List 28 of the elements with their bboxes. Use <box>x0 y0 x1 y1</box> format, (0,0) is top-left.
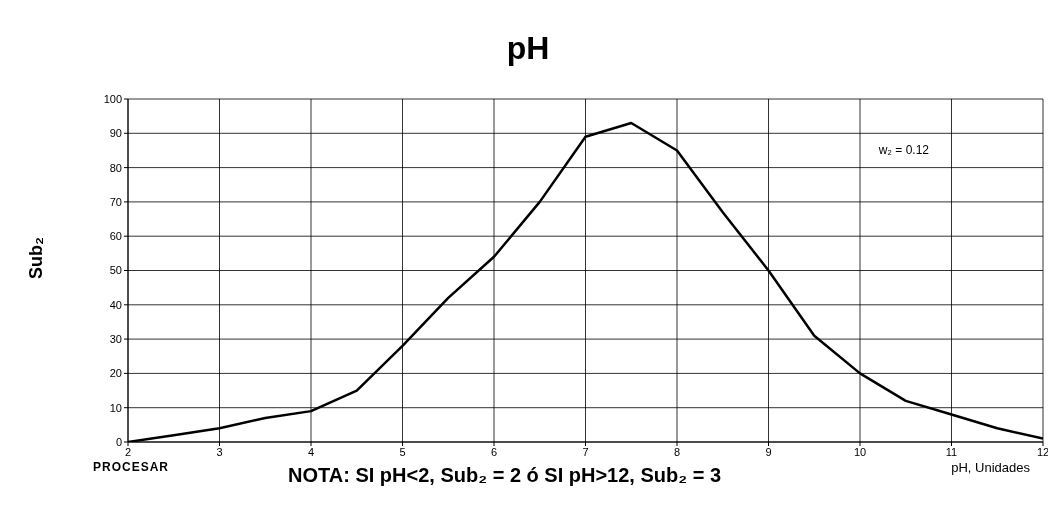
y-tick-label: 0 <box>115 435 122 448</box>
x-tick-label: 2 <box>124 445 132 458</box>
y-tick-label: 20 <box>109 367 122 380</box>
x-tick-label: 10 <box>853 445 867 458</box>
y-tick-label: 80 <box>109 161 122 174</box>
y-tick-label: 50 <box>109 264 122 277</box>
y-axis-title: Sub₂ <box>25 237 47 279</box>
y-tick-label: 90 <box>109 127 122 140</box>
annotation: w₂ = 0.12 <box>864 141 943 159</box>
text: PROCESAR <box>93 460 170 474</box>
chart-title: pH <box>505 30 551 67</box>
x-axis-title: pH, Unidades <box>951 460 1030 475</box>
x-tick-label: 11 <box>945 445 958 458</box>
x-tick-label: 8 <box>673 445 681 458</box>
x-tick-label: 6 <box>490 445 498 458</box>
text: NOTA: SI pH<2, Sub₂ = 2 ó SI pH>12, Sub₂ = 3 <box>288 464 722 487</box>
x-tick-label: 7 <box>582 445 589 458</box>
x-tick-label: 3 <box>216 445 223 458</box>
x-tick-label: 5 <box>399 445 406 458</box>
y-tick-label: 30 <box>109 333 122 346</box>
y-tick-label: 70 <box>109 195 122 208</box>
y-tick-label: 100 <box>103 92 122 105</box>
x-tick-label: 9 <box>765 445 772 458</box>
y-tick-label: 60 <box>109 230 122 243</box>
x-tick-label: 12 <box>1036 445 1050 458</box>
x-tick-label: 4 <box>307 445 315 458</box>
y-tick-label: 40 <box>109 298 122 311</box>
y-tick-label: 10 <box>109 401 122 414</box>
